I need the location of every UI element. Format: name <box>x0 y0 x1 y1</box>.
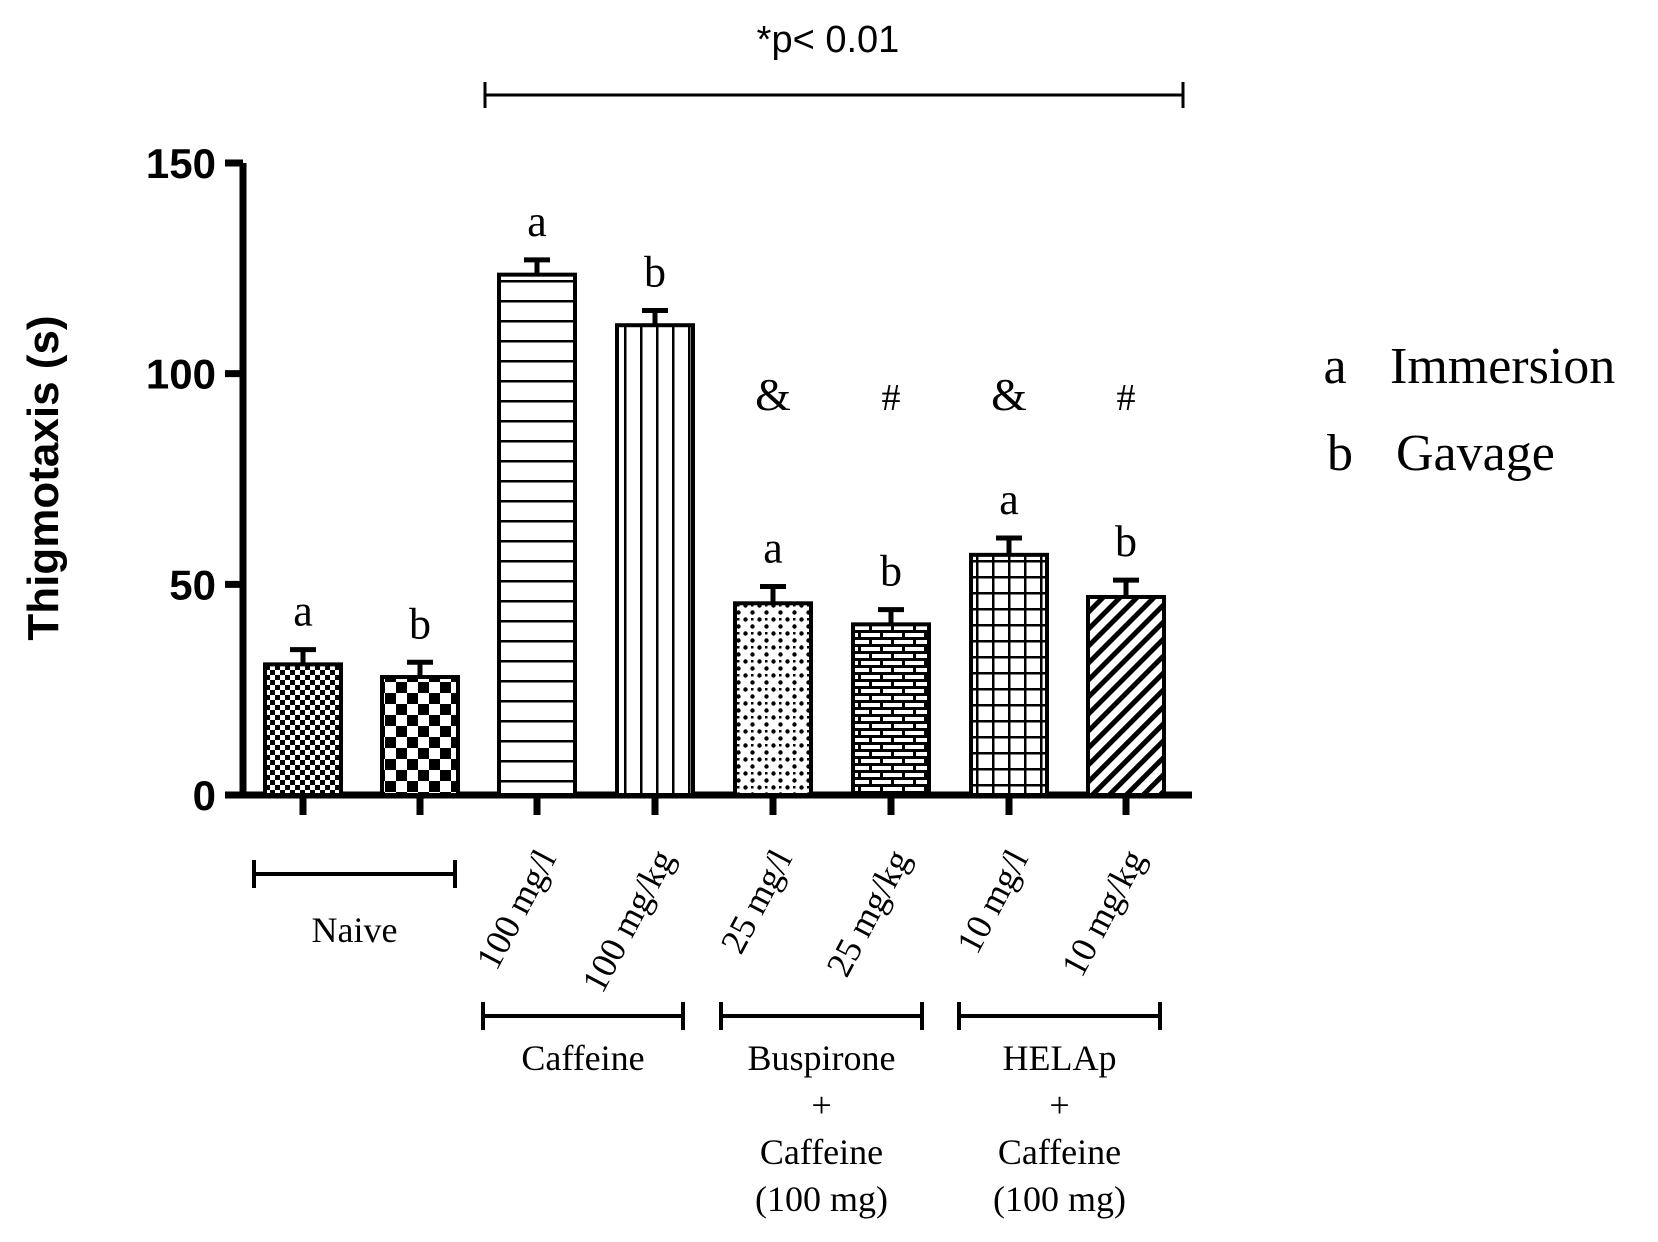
x-tick-label: 25 mg/kg <box>818 843 918 983</box>
bar <box>615 323 695 797</box>
y-axis-label: Thigmotaxis (s) <box>19 315 68 640</box>
bar <box>263 662 343 797</box>
group-label: Buspirone <box>748 1038 896 1078</box>
route-label: a <box>293 587 313 636</box>
significance-mark: # <box>882 377 901 419</box>
y-tick-label: 0 <box>193 772 216 819</box>
y-tick-label: 100 <box>146 351 216 398</box>
group-label: (100 mg) <box>755 1179 888 1219</box>
significance-mark: & <box>991 369 1027 420</box>
route-label: b <box>409 599 431 648</box>
bar <box>851 622 931 797</box>
bar <box>1086 594 1166 797</box>
significance-label: *p< 0.01 <box>757 19 900 61</box>
bar <box>733 601 813 797</box>
bars: a b a 100 mg/l b 100 mg/kg a & 25 mg/l b #25 mg/kg… <box>263 197 1166 999</box>
significance-mark: & <box>755 369 791 420</box>
x-tick-label: 25 mg/l <box>713 843 800 960</box>
y-ticks: 0 50 100 150 <box>146 140 243 819</box>
y-tick-label: 150 <box>146 140 216 187</box>
group-label: Caffeine <box>998 1132 1121 1172</box>
group-label: + <box>1049 1085 1069 1125</box>
group-label: (100 mg) <box>993 1179 1126 1219</box>
x-tick-label: 100 mg/l <box>468 843 564 976</box>
group-label: HELAp <box>1003 1038 1117 1078</box>
route-label: b <box>880 547 902 596</box>
x-tick-label: 10 mg/l <box>949 843 1036 960</box>
route-label: b <box>644 247 666 296</box>
group-labels: Naive Caffeine Buspirone + Caffeine (100 mg) H… <box>252 860 1162 1219</box>
group-label: + <box>811 1085 831 1125</box>
group-label: Naive <box>312 910 398 950</box>
y-tick-label: 50 <box>169 561 216 608</box>
route-label: b <box>1115 517 1137 566</box>
bar <box>969 552 1049 798</box>
bar <box>380 675 460 798</box>
route-label: a <box>527 197 547 246</box>
legend-label-gavage: Gavage <box>1396 425 1555 482</box>
legend-label-immersion: Immersion <box>1390 338 1615 395</box>
legend-key-b: b <box>1327 425 1353 482</box>
route-label: a <box>999 475 1019 524</box>
group-label: Caffeine <box>760 1132 883 1172</box>
x-tick-label: 10 mg/kg <box>1053 843 1153 983</box>
group-label: Caffeine <box>521 1038 644 1078</box>
legend: a Immersion b Gavage <box>1323 338 1615 482</box>
legend-key-a: a <box>1323 338 1346 395</box>
significance-mark: # <box>1117 377 1136 419</box>
route-label: a <box>763 523 783 572</box>
x-tick-label: 100 mg/kg <box>574 843 682 999</box>
bar <box>497 272 577 797</box>
